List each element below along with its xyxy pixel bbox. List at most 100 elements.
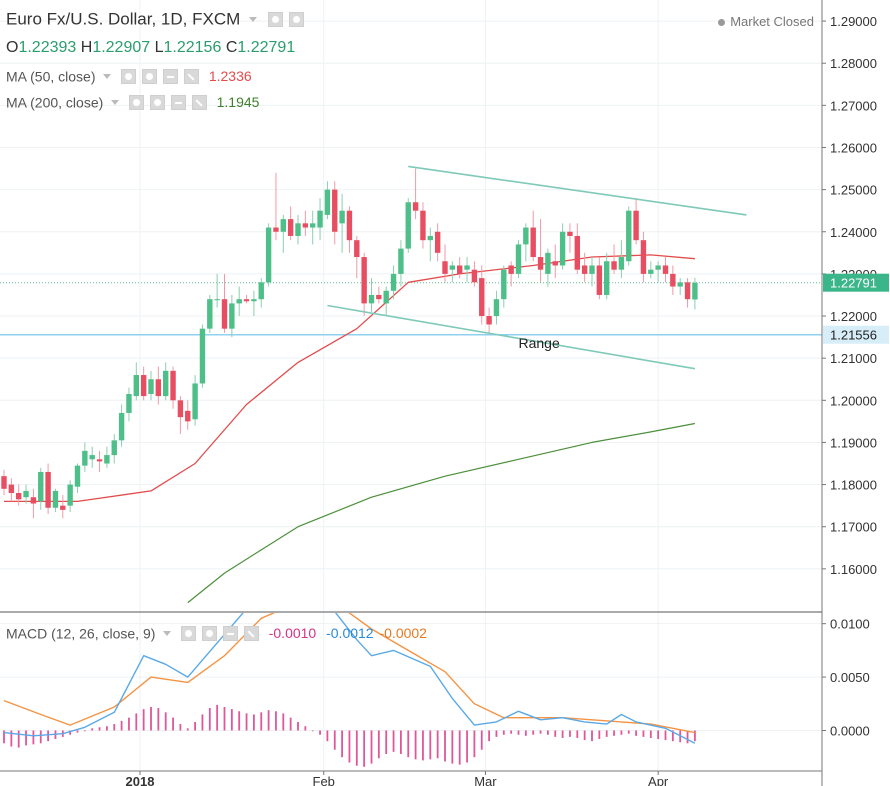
macd-label[interactable]: MACD (12, 26, close, 9): [6, 625, 156, 642]
candle-body: [655, 265, 661, 270]
ma200-settings-icon[interactable]: [149, 94, 165, 110]
ma200-eye-icon[interactable]: [129, 94, 145, 110]
macd-histogram-bar: [539, 730, 542, 734]
ma50-remove-icon[interactable]: [183, 68, 199, 84]
candle-body: [207, 299, 213, 329]
macd-signal-value: -0.0002: [379, 625, 427, 642]
macd-add-icon[interactable]: [222, 625, 238, 641]
time-tick-label: Apr: [648, 774, 669, 786]
macd-histogram-bar: [620, 730, 623, 735]
ma200-label[interactable]: MA (200, close): [6, 94, 104, 111]
ohlc-high-label: H: [80, 39, 93, 56]
symbol-menu-icon[interactable]: [249, 17, 258, 23]
level-label: 1.21556: [830, 328, 877, 343]
macd-histogram-bar: [686, 730, 689, 744]
macd-histogram-bar: [282, 713, 285, 731]
candle-body: [60, 505, 66, 510]
eye-icon[interactable]: [267, 12, 283, 28]
macd-histogram-bar: [32, 730, 35, 745]
candle-body: [45, 471, 51, 508]
candle-body: [354, 240, 360, 258]
macd-histogram-bar: [98, 727, 101, 731]
candle-body: [310, 223, 316, 228]
macd-histogram-bar: [561, 730, 564, 738]
macd-eye-icon[interactable]: [181, 625, 197, 641]
macd-settings-icon[interactable]: [202, 625, 218, 641]
lower-trendline: [327, 304, 696, 370]
candle-body: [501, 269, 507, 300]
candle-body: [133, 375, 139, 397]
symbol-title[interactable]: Euro Fx/U.S. Dollar, 1D, FXCM: [6, 9, 241, 29]
candle-body: [74, 465, 81, 487]
macd-histogram-bar: [591, 730, 593, 742]
macd-histogram-bar: [245, 713, 248, 731]
macd-histogram-bar: [135, 713, 138, 731]
macd-histogram-bar: [385, 730, 388, 754]
time-tick-label: Feb: [313, 774, 335, 786]
macd-histogram-bar: [598, 730, 601, 740]
macd-line: [3, 613, 696, 744]
upper-trendline: [408, 165, 747, 216]
price-tick-label: 1.22000: [830, 309, 877, 324]
ma200-line: [187, 422, 696, 604]
ma50-label[interactable]: MA (50, close): [6, 68, 96, 85]
macd-histogram-bar: [113, 724, 116, 731]
candle-body: [559, 231, 566, 266]
candle-body: [287, 219, 294, 236]
macd-histogram-bar: [326, 730, 329, 742]
candle-body: [589, 265, 595, 274]
candle-body: [52, 490, 59, 508]
candle-body: [126, 393, 132, 413]
ma200-remove-icon[interactable]: [191, 94, 207, 110]
candle-body: [273, 227, 279, 232]
price-tick-label: 1.28000: [830, 56, 877, 71]
macd-histogram-bar: [488, 730, 490, 742]
macd-legend: MACD (12, 26, close, 9) -0.0010 -0.0012 …: [6, 624, 427, 641]
macd-histogram-bar: [164, 712, 167, 731]
macd-histogram-bar: [319, 730, 321, 735]
candle-body: [684, 282, 691, 300]
macd-histogram-bar: [664, 730, 667, 741]
macd-histogram-bar: [76, 730, 79, 733]
macd-histogram-bar: [216, 704, 219, 731]
candle-body: [677, 282, 683, 287]
macd-histogram-bar: [106, 726, 108, 731]
candle-body: [523, 227, 529, 245]
candle-body: [265, 227, 272, 283]
macd-menu-icon[interactable]: [163, 630, 172, 636]
macd-histogram-bar: [253, 714, 255, 731]
ma50-menu-icon[interactable]: [103, 73, 112, 79]
candle-body: [111, 440, 117, 456]
candle-body: [581, 265, 588, 274]
macd-histogram-bar: [583, 730, 586, 741]
macd-line-value: -0.0012: [326, 625, 374, 642]
price-tick-label: 1.21000: [830, 351, 877, 366]
candle-body: [648, 269, 654, 274]
macd-histogram-bar: [230, 709, 233, 731]
ma200-add-icon[interactable]: [170, 94, 186, 110]
macd-histogram-bar: [524, 730, 527, 736]
macd-histogram-bar: [480, 730, 483, 750]
ma50-eye-icon[interactable]: [121, 68, 137, 84]
ma50-settings-icon[interactable]: [142, 68, 158, 84]
candle-body: [67, 484, 73, 506]
candle-body: [434, 231, 441, 253]
settings-icon[interactable]: [289, 12, 305, 28]
macd-histogram-bar: [150, 706, 152, 731]
macd-remove-icon[interactable]: [243, 625, 259, 641]
candle-body: [221, 299, 228, 329]
macd-histogram-bar: [407, 730, 410, 758]
candle-body: [258, 282, 264, 300]
ma50-add-icon[interactable]: [163, 68, 179, 84]
ma200-menu-icon[interactable]: [111, 99, 120, 105]
ma50-line: [4, 254, 695, 503]
price-tick-label: 1.24000: [830, 225, 877, 240]
macd-histogram-bar: [569, 730, 571, 737]
candle-body: [692, 282, 698, 300]
candle-body: [104, 455, 110, 464]
macd-histogram-bar: [436, 730, 439, 759]
macd-histogram-bar: [532, 730, 535, 735]
candle-body: [280, 219, 286, 232]
price-tick-label: 1.19000: [830, 435, 877, 450]
